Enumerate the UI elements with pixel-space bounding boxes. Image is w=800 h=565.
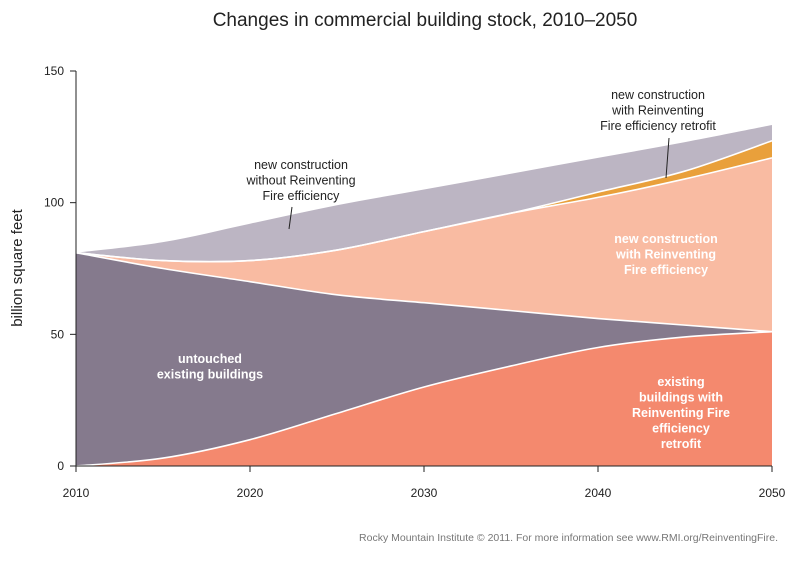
label-leader-lines xyxy=(288,137,670,230)
label-untouched-existing: untouched existing buildings xyxy=(157,352,263,382)
label-line: without Reinventing xyxy=(245,174,355,188)
series-labels: existing buildings with Reinventing Fire ef… xyxy=(157,88,730,451)
y-tick-label: 100 xyxy=(44,196,64,210)
boundary-retrofit-existing xyxy=(75,330,773,467)
label-line: new construction xyxy=(611,88,705,102)
label-line: with Reinventing xyxy=(611,104,704,118)
label-line: existing xyxy=(657,375,704,389)
area-new-efficient xyxy=(76,157,772,332)
label-new-retrofit: new construction with Reinventing Fire eff… xyxy=(600,88,716,133)
chart-title: Changes in commercial building stock, 20… xyxy=(213,10,638,31)
x-tick-label: 2020 xyxy=(237,486,264,500)
leader-new-retrofit xyxy=(665,137,670,179)
area-boundaries xyxy=(75,140,773,467)
boundary-untouched-existing xyxy=(75,251,773,333)
x-tick-label: 2030 xyxy=(411,486,438,500)
y-tick-label: 150 xyxy=(44,64,64,78)
y-axis-label: billion square feet xyxy=(9,208,26,326)
label-line: buildings with xyxy=(639,391,723,405)
label-line: Fire efficiency xyxy=(263,189,341,203)
boundary-new-retrofit xyxy=(75,140,773,263)
y-axis-ticks: 0 50 100 150 xyxy=(44,64,76,473)
label-line: retrofit xyxy=(661,437,702,451)
label-retrofit-existing: existing buildings with Reinventing Fire ef… xyxy=(632,375,730,451)
label-line: new construction xyxy=(614,232,717,246)
label-line: Reinventing Fire xyxy=(632,406,730,420)
label-line: efficiency xyxy=(652,422,710,436)
x-axis-ticks: 2010 2020 2030 2040 2050 xyxy=(63,466,786,500)
label-new-efficient: new construction with Reinventing Fire eff… xyxy=(614,232,717,277)
label-line: untouched xyxy=(178,352,242,366)
credit-note: Rocky Mountain Institute © 2011. For mor… xyxy=(359,532,778,544)
stacked-areas xyxy=(76,124,772,466)
y-tick-label: 0 xyxy=(57,459,64,473)
label-new-without-efficiency: new construction without Reinventing Fire … xyxy=(245,158,355,203)
x-tick-label: 2040 xyxy=(585,486,612,500)
label-line: Fire efficiency xyxy=(624,263,708,277)
label-line: Fire efficiency retrofit xyxy=(600,119,716,133)
leader-new-without-efficiency xyxy=(288,206,293,230)
x-tick-label: 2050 xyxy=(759,486,786,500)
label-line: new construction xyxy=(254,158,348,172)
label-line: existing buildings xyxy=(157,368,263,382)
area-untouched-existing xyxy=(76,252,772,466)
y-tick-label: 50 xyxy=(51,327,65,341)
area-retrofit-existing xyxy=(76,331,772,466)
area-new-without-efficiency xyxy=(76,124,772,262)
x-tick-label: 2010 xyxy=(63,486,90,500)
label-line: with Reinventing xyxy=(615,248,716,262)
